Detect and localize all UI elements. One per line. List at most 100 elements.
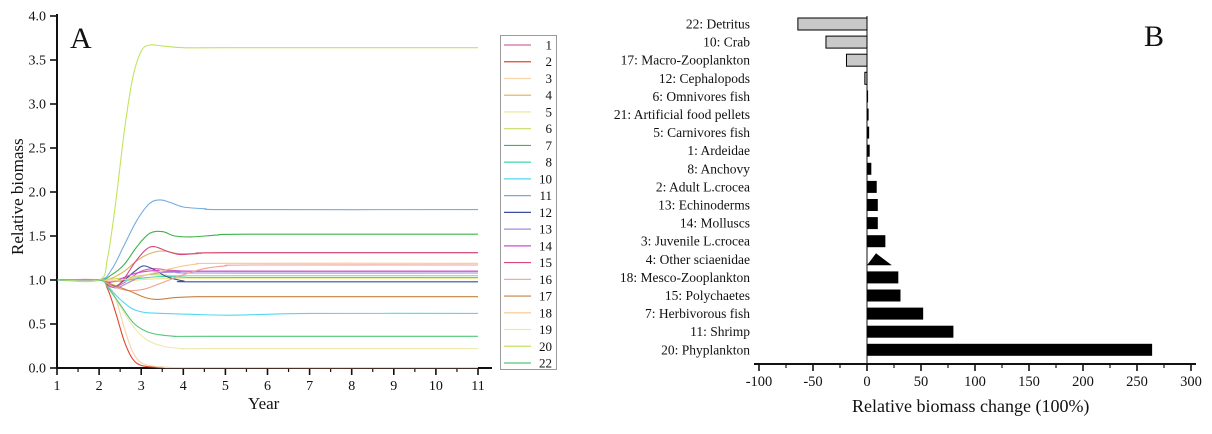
- legend-entry-18: 18: [504, 305, 552, 320]
- category-label: 6: Omnivores fish: [653, 89, 751, 104]
- category-label: 4: Other sciaenidae: [646, 252, 750, 267]
- bar: [867, 126, 870, 139]
- legend-label-17: 17: [539, 289, 553, 304]
- panel-a-y-axis-title: Relative biomass: [8, 138, 27, 255]
- category-label: 8: Anchovy: [687, 161, 750, 176]
- series-line-16: [56, 264, 479, 292]
- x-tick-label: -50: [803, 374, 822, 390]
- x-tick-label: 10: [429, 379, 443, 394]
- legend-entry-5: 5: [504, 104, 552, 119]
- legend-label-18: 18: [539, 305, 552, 320]
- bar: [867, 325, 954, 338]
- legend-entry-1: 1: [504, 38, 552, 53]
- category-label: 7: Herbivorous fish: [645, 306, 750, 321]
- legend-label-2: 2: [546, 54, 553, 69]
- x-tick-label: 9: [390, 379, 397, 394]
- legend-entry-22: 22: [504, 356, 552, 371]
- series-line-2: [56, 278, 479, 369]
- series-line-18: [56, 262, 479, 282]
- series-line-20: [56, 44, 478, 283]
- y-tick-label: 3.0: [29, 98, 47, 113]
- x-tick-label: 150: [1018, 374, 1040, 390]
- legend-label-14: 14: [539, 238, 553, 253]
- legend-label-5: 5: [546, 104, 553, 119]
- legend-label-16: 16: [539, 272, 553, 287]
- y-tick-label: 4.0: [29, 10, 47, 25]
- legend-entry-6: 6: [504, 121, 553, 136]
- panel-a-line-chart: 0.00.51.01.52.02.53.03.54.01 2 3 4 5 6 7 8 9 10 11…: [29, 10, 557, 394]
- x-tick-label: 100: [964, 374, 986, 390]
- x-tick-label: 11: [471, 379, 484, 394]
- bar: [867, 144, 870, 157]
- category-label: 21: Artificial food pellets: [614, 107, 750, 122]
- bar: [867, 108, 869, 121]
- legend-label-1: 1: [546, 38, 553, 53]
- series-line-12: [56, 265, 479, 287]
- bar: [867, 180, 877, 193]
- bar: [867, 289, 901, 302]
- series-line-3: [56, 279, 478, 369]
- category-label: 2: Adult L.crocea: [656, 179, 750, 194]
- category-label: 13: Echinoderms: [658, 198, 750, 213]
- series-line-15: [56, 246, 479, 288]
- bar: [867, 217, 878, 230]
- bar: [867, 199, 878, 211]
- legend-label-19: 19: [539, 322, 552, 337]
- series-line-7: [56, 230, 479, 281]
- bar: [867, 307, 924, 320]
- y-tick-label: 2.0: [29, 186, 47, 201]
- legend-label-15: 15: [539, 255, 552, 270]
- x-tick-label: 7: [306, 379, 313, 394]
- y-tick-label: 3.5: [29, 54, 47, 69]
- category-label: 17: Macro-Zooplankton: [621, 53, 751, 68]
- legend-entry-20: 20: [504, 339, 552, 354]
- legend-label-7: 7: [546, 138, 553, 153]
- legend-entry-12: 12: [504, 205, 552, 220]
- bar: [867, 162, 872, 175]
- x-tick-label: 5: [222, 379, 229, 394]
- legend-entry-17: 17: [504, 289, 553, 304]
- category-label: 15: Polychaetes: [665, 288, 750, 303]
- series-line-22: [56, 278, 478, 337]
- x-tick-label: -100: [746, 374, 773, 390]
- bar: [864, 71, 868, 85]
- series-line-11: [56, 199, 479, 282]
- legend-label-20: 20: [539, 339, 552, 354]
- x-tick-label: 50: [914, 374, 929, 390]
- category-label: 14: Molluscs: [680, 216, 750, 231]
- x-tick-label: 8: [348, 379, 355, 394]
- legend-entry-10: 10: [504, 171, 552, 186]
- x-tick-label: 3: [138, 379, 145, 394]
- category-label: 18: Mesco-Zooplankton: [620, 270, 750, 285]
- category-label: 22: Detritus: [686, 17, 750, 32]
- legend-entry-13: 13: [504, 222, 552, 237]
- legend-entry-16: 16: [504, 272, 553, 287]
- legend-entry-8: 8: [504, 155, 552, 170]
- panel-b-x-axis-title: Relative biomass change (100%): [852, 396, 1090, 416]
- category-label: 20: Phyplankton: [661, 342, 750, 357]
- y-tick-label: 1.5: [29, 230, 47, 245]
- bar: [825, 35, 868, 49]
- x-tick-label: 1: [54, 379, 61, 394]
- x-tick-label: 200: [1072, 374, 1094, 390]
- y-tick-label: 1.0: [29, 274, 47, 289]
- x-tick-label: 0: [863, 374, 870, 390]
- bar: [797, 17, 868, 31]
- legend-entry-4: 4: [504, 88, 553, 103]
- x-tick-label: 6: [264, 379, 271, 394]
- x-tick-label: 300: [1180, 374, 1202, 390]
- legend-entry-15: 15: [504, 255, 552, 270]
- bar: [867, 90, 869, 103]
- legend-label-3: 3: [546, 71, 553, 86]
- panel-b-letter: B: [1144, 20, 1165, 53]
- y-tick-label: 0.0: [29, 362, 47, 377]
- legend-entry-19: 19: [504, 322, 552, 337]
- legend-label-10: 10: [539, 171, 552, 186]
- bar-triangle: [867, 253, 892, 266]
- category-label: 5: Carnivores fish: [653, 125, 750, 140]
- legend-entry-7: 7: [504, 138, 553, 153]
- bar: [867, 235, 886, 248]
- category-label: 12: Cephalopods: [659, 71, 750, 86]
